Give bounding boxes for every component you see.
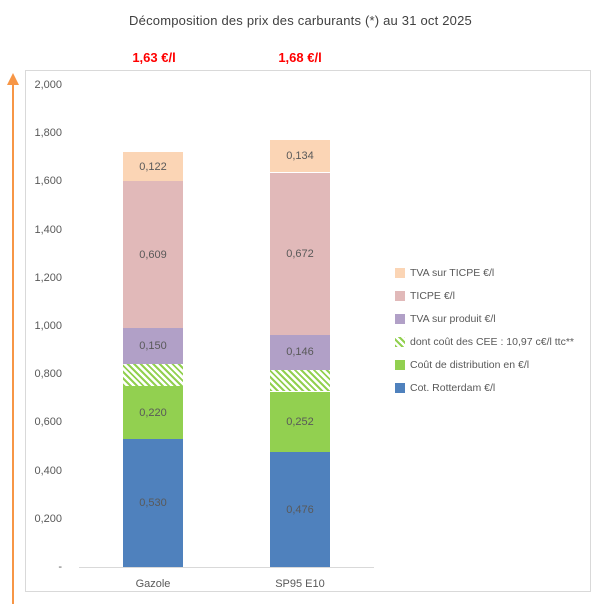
legend-item: TVA sur produit €/l xyxy=(395,313,496,325)
y-axis-tick-label: 1,600 xyxy=(34,175,62,188)
x-axis-category-label: SP95 E10 xyxy=(275,578,325,590)
legend-item: TICPE €/l xyxy=(395,290,455,302)
bar-segment: 0,122 xyxy=(123,152,183,182)
y-axis-tick-label: - xyxy=(58,561,62,573)
legend-swatch-icon xyxy=(395,291,405,301)
y-axis-tick-label: 1,000 xyxy=(34,320,62,332)
x-axis-baseline xyxy=(79,567,374,568)
plot-area: 2,000 1,800 1,600 1,400 1,200 1,000 0,800 0,600… xyxy=(25,70,591,592)
bar-segment: 0,220 xyxy=(123,386,183,440)
y-axis-tick-label: 0,800 xyxy=(34,368,62,381)
bar-segment xyxy=(123,364,183,387)
chart-title: Décomposition des prix des carburants (*… xyxy=(129,13,472,28)
bar-segment: 0,609 xyxy=(123,181,183,329)
y-axis-tick-label: 1,800 xyxy=(34,127,62,140)
bar-segment: 0,252 xyxy=(270,391,330,453)
bar-segment: 0,672 xyxy=(270,172,330,335)
legend-label: Cot. Rotterdam €/l xyxy=(410,382,496,394)
y-axis-tick-label: 2,000 xyxy=(34,79,62,91)
y-axis-tick-label: 1,400 xyxy=(34,223,62,236)
legend-label: TICPE €/l xyxy=(410,290,455,302)
y-axis-arrow-shaft xyxy=(12,84,14,604)
y-axis-tick-label: 0,600 xyxy=(34,416,62,429)
legend-label: TVA sur produit €/l xyxy=(410,313,496,325)
legend-item: TVA sur TICPE €/l xyxy=(395,267,494,279)
legend-label: dont coût des CEE : 10,97 c€/l ttc** xyxy=(410,336,575,348)
y-axis-arrow-icon xyxy=(7,73,19,85)
legend-swatch-icon xyxy=(395,314,405,324)
y-axis-tick-label: 0,400 xyxy=(34,464,62,477)
bar-segment: 0,530 xyxy=(123,439,183,567)
legend-swatch-icon xyxy=(395,383,405,393)
bar-segment: 0,134 xyxy=(270,140,330,173)
legend-swatch-icon xyxy=(395,360,405,370)
legend-label: Coût de distribution en €/l xyxy=(410,359,530,371)
bar-total-label: 1,63 €/l xyxy=(132,50,176,65)
bar-segment: 0,150 xyxy=(123,328,183,365)
x-axis-category-label: Gazole xyxy=(135,578,171,590)
legend-item: Cot. Rotterdam €/l xyxy=(395,382,495,394)
bar-total-label: 1,68 €/l xyxy=(278,50,322,65)
legend-swatch-icon xyxy=(395,268,405,278)
legend-item: Coût de distribution en €/l xyxy=(395,359,529,371)
legend-label: TVA sur TICPE €/l xyxy=(410,267,495,279)
y-axis-tick-label: 1,200 xyxy=(34,271,62,284)
legend-swatch-icon xyxy=(395,337,405,347)
bar-segment: 0,476 xyxy=(270,452,330,567)
legend-item: dont coût des CEE : 10,97 c€/l ttc** xyxy=(395,336,574,348)
bar-segment: 0,146 xyxy=(270,334,330,370)
y-axis-tick-label: 0,200 xyxy=(34,512,62,525)
bar-segment xyxy=(270,369,330,392)
